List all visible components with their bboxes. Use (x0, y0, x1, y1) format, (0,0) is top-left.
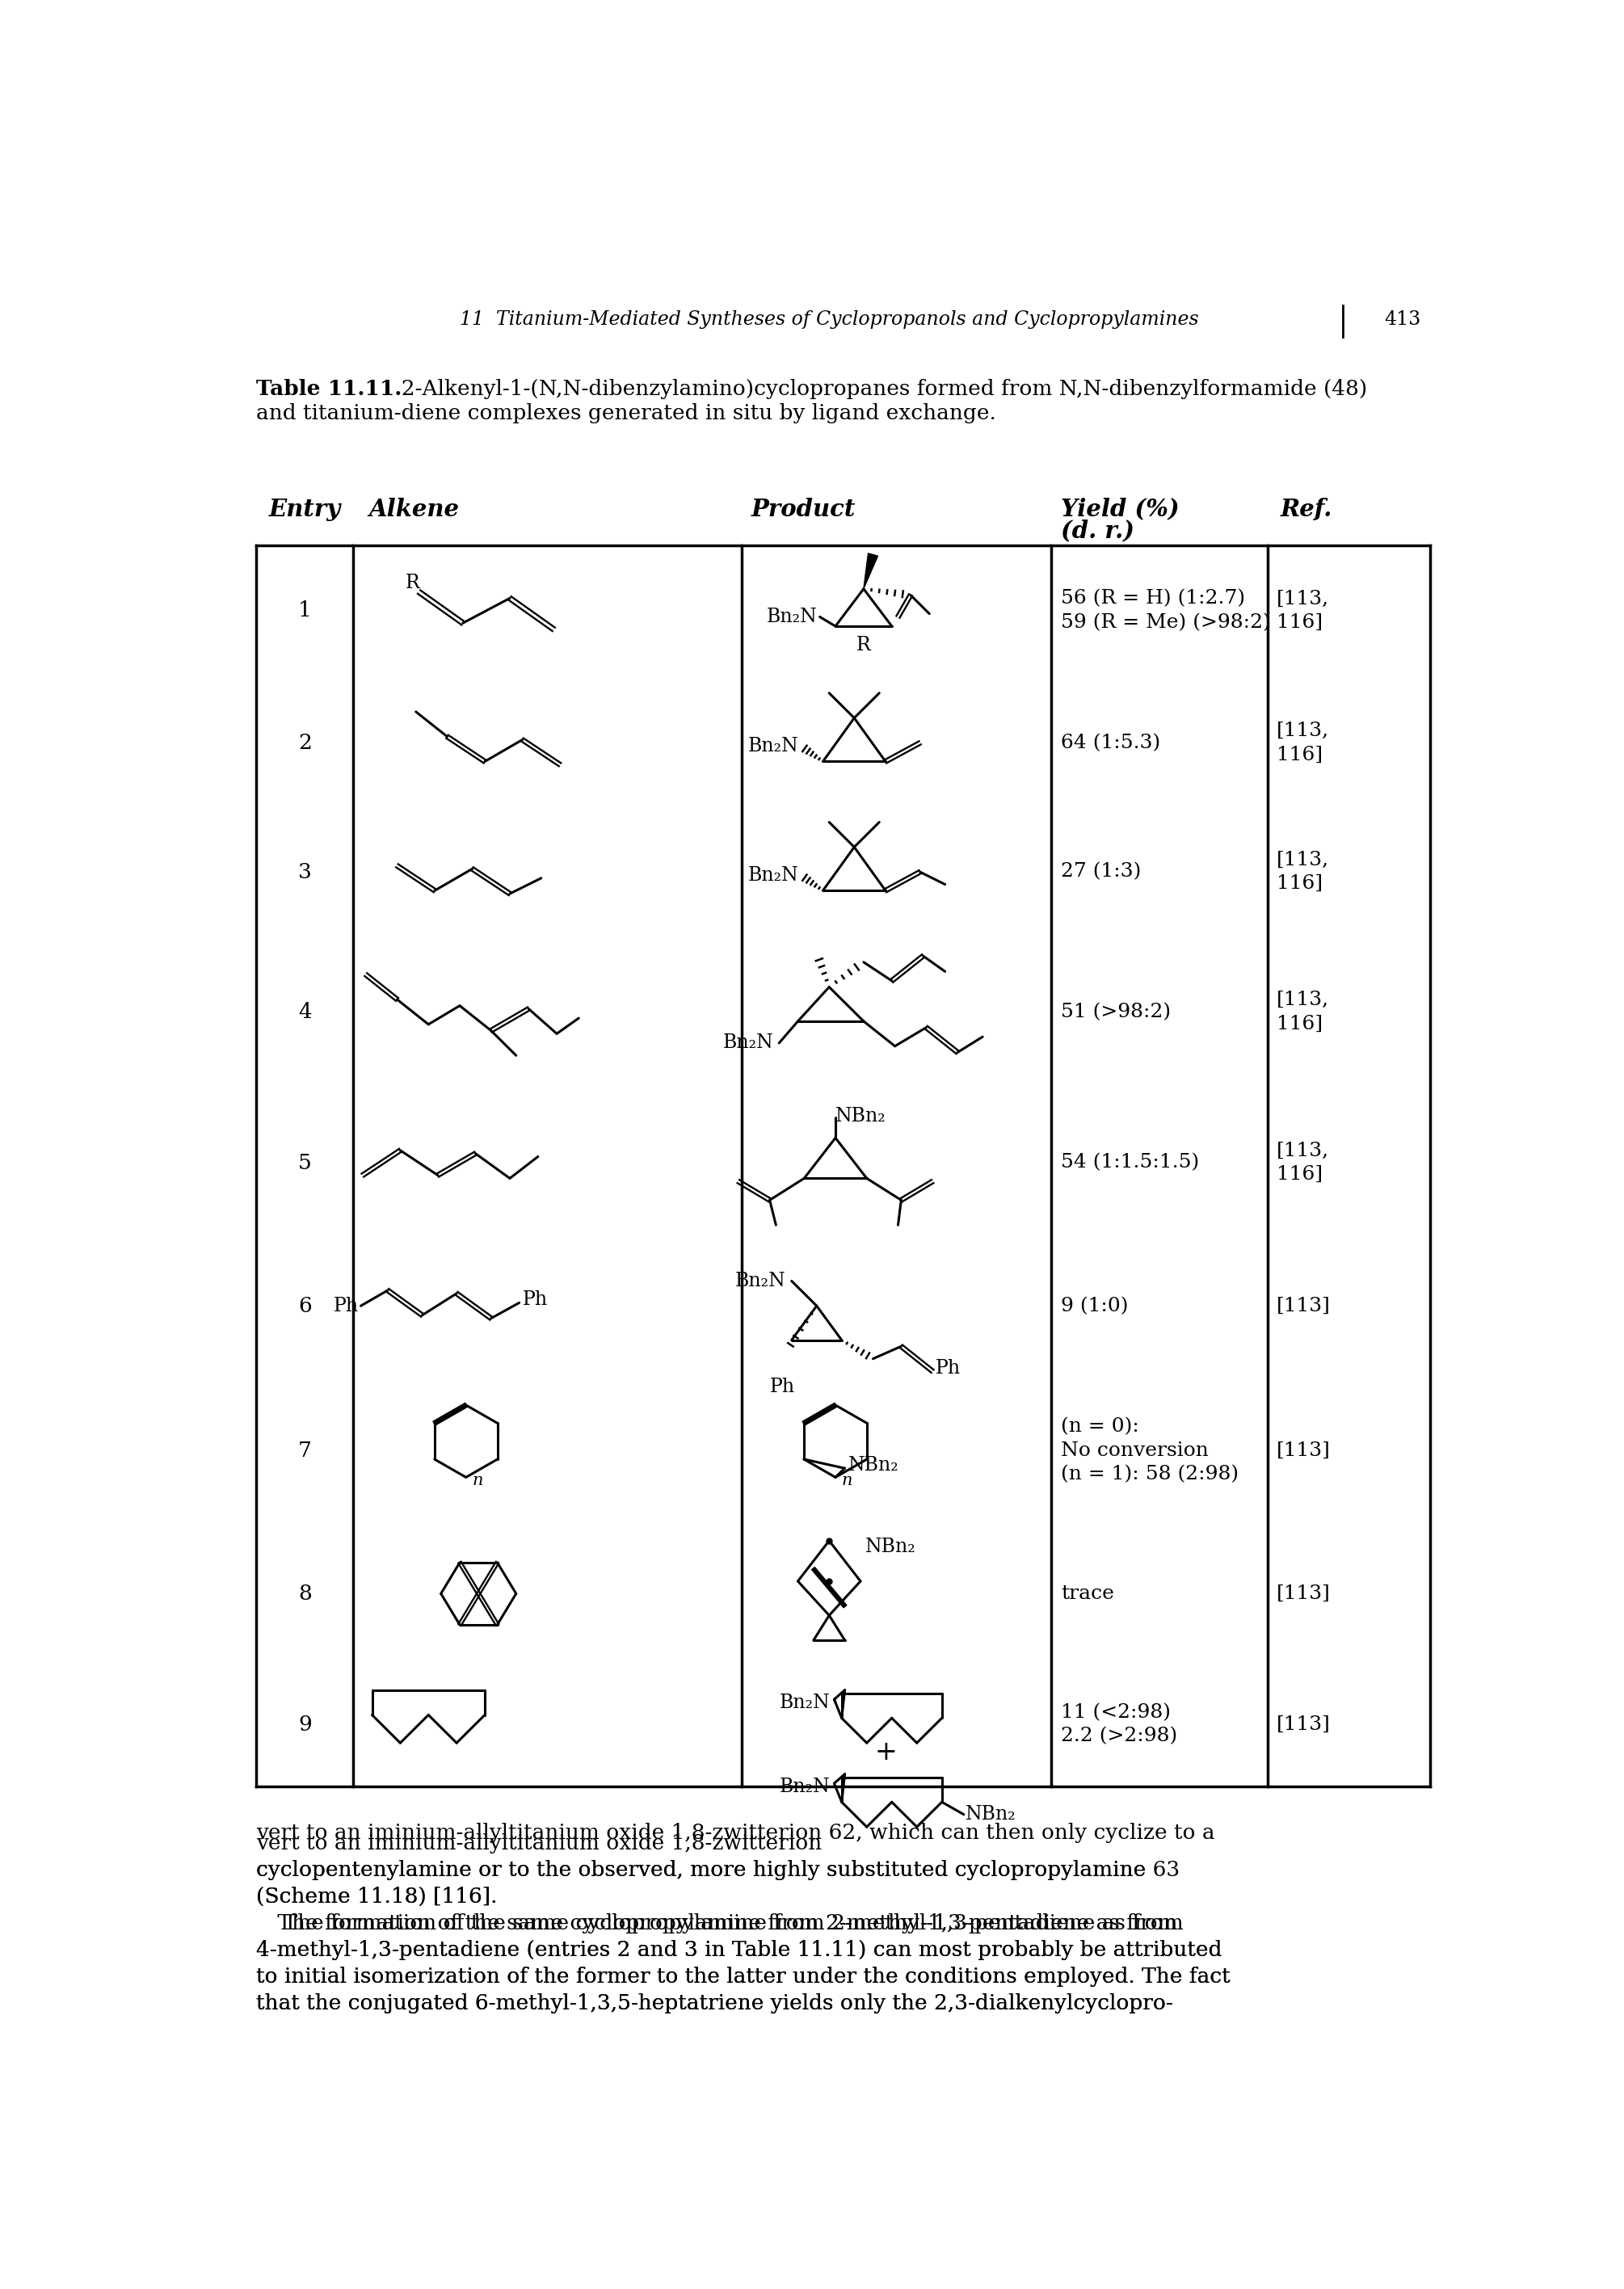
Text: 11  Titanium-Mediated Syntheses of Cyclopropanols and Cyclopropylamines: 11 Titanium-Mediated Syntheses of Cyclop… (460, 311, 1199, 330)
Text: (n = 0):: (n = 0): (1060, 1417, 1138, 1435)
Text: R: R (406, 572, 421, 593)
Text: [113]: [113] (1276, 1296, 1332, 1316)
Text: 59 (R = Me) (>98:2): 59 (R = Me) (>98:2) (1060, 613, 1270, 632)
Text: Bn₂N: Bn₂N (780, 1776, 830, 1797)
Text: Bn₂N: Bn₂N (780, 1694, 830, 1712)
Text: Table 11.11.: Table 11.11. (257, 380, 403, 398)
Text: Bn₂N: Bn₂N (747, 865, 799, 884)
Text: (Scheme 11.18) [116].: (Scheme 11.18) [116]. (257, 1886, 497, 1907)
Text: Bn₂N: Bn₂N (723, 1035, 773, 1053)
Text: that the conjugated 6-methyl-1,3,5-heptatriene yields only the 2,3-dialkenylcycl: that the conjugated 6-methyl-1,3,5-hepta… (257, 1994, 1173, 2014)
Text: [113,: [113, (1276, 721, 1330, 739)
Text: NBn₂: NBn₂ (848, 1456, 898, 1474)
Text: Yield (%): Yield (%) (1060, 497, 1179, 522)
Text: [113]: [113] (1276, 1442, 1332, 1460)
Text: 4: 4 (299, 1003, 312, 1021)
Text: No conversion: No conversion (1060, 1442, 1208, 1460)
Text: 8: 8 (299, 1584, 312, 1605)
Text: 3: 3 (299, 863, 312, 881)
Text: 116]: 116] (1276, 874, 1324, 893)
Text: Alkene: Alkene (369, 497, 460, 522)
Text: [113,: [113, (1276, 1142, 1330, 1161)
Text: 413: 413 (1384, 311, 1421, 330)
Text: 116]: 116] (1276, 746, 1324, 765)
Text: 4-methyl-1,3-pentadiene (entries 2 and 3 in Table 11.11) can most probably be at: 4-methyl-1,3-pentadiene (entries 2 and 3… (257, 1941, 1221, 1959)
Text: 9 (1:0): 9 (1:0) (1060, 1296, 1129, 1316)
Text: to initial isomerization of the former to the latter under the conditions employ: to initial isomerization of the former t… (257, 1966, 1231, 1987)
Text: R: R (856, 636, 870, 655)
Text: 1: 1 (299, 600, 312, 620)
Text: cyclopentenylamine or to the observed, more highly substituted cyclopropylamine: cyclopentenylamine or to the observed, m… (257, 1861, 1153, 1879)
Text: trace: trace (1060, 1584, 1114, 1602)
Text: 2-Alkenyl-1-(N,N-dibenzylamino)cyclopropanes formed from N,N-dibenzylformamide (: 2-Alkenyl-1-(N,N-dibenzylamino)cycloprop… (388, 380, 1367, 398)
Text: 2: 2 (299, 732, 312, 753)
Polygon shape (864, 554, 879, 588)
Text: vert to an iminium-allyltitanium oxide 1,8-zwitterion 62, which can then only cy: vert to an iminium-allyltitanium oxide 1… (257, 1822, 1215, 1843)
Text: 51 (>98:2): 51 (>98:2) (1060, 1003, 1171, 1021)
Text: vert to an iminium-allyltitanium oxide 1,8-zwitterion: vert to an iminium-allyltitanium oxide 1… (257, 1833, 828, 1854)
Text: 11 (<2:98): 11 (<2:98) (1060, 1703, 1171, 1721)
Text: Ph: Ph (333, 1296, 359, 1316)
Text: 27 (1:3): 27 (1:3) (1060, 863, 1142, 881)
Text: NBn₂: NBn₂ (835, 1108, 887, 1126)
Text: Ph: Ph (523, 1291, 547, 1309)
Text: 56 (R = H) (1:2.7): 56 (R = H) (1:2.7) (1060, 591, 1246, 609)
Text: Ph: Ph (770, 1378, 794, 1396)
Text: +: + (874, 1740, 896, 1765)
Text: 5: 5 (299, 1154, 312, 1172)
Text: The formation of the same cyclopropylamine from 2-methyl-1,3-pentadiene as from: The formation of the same cyclopropylami… (257, 1914, 1184, 1934)
Text: [113,: [113, (1276, 591, 1330, 609)
Text: [113]: [113] (1276, 1714, 1332, 1733)
Text: NBn₂: NBn₂ (966, 1806, 1017, 1824)
Text: that the conjugated 6-methyl-1,3,5-heptatriene yields only the 2,3-dialkenylcycl: that the conjugated 6-methyl-1,3,5-hepta… (257, 1994, 1173, 2014)
Text: [113]: [113] (1276, 1584, 1332, 1602)
Text: 64 (1:5.3): 64 (1:5.3) (1060, 732, 1161, 753)
Text: Ref.: Ref. (1280, 497, 1332, 522)
Text: cyclopentenylamine or to the observed, more highly substituted cyclopropylamine : cyclopentenylamine or to the observed, m… (257, 1861, 1181, 1879)
Text: 116]: 116] (1276, 1165, 1324, 1183)
Text: 116]: 116] (1276, 613, 1324, 632)
Text: 2.2 (>2:98): 2.2 (>2:98) (1060, 1726, 1177, 1747)
Text: Ph: Ph (935, 1360, 961, 1378)
Text: Product: Product (750, 497, 856, 522)
Text: (d. r.): (d. r.) (1060, 520, 1135, 542)
Text: n: n (473, 1472, 484, 1488)
Text: 54 (1:1.5:1.5): 54 (1:1.5:1.5) (1060, 1154, 1199, 1172)
Text: 4-methyl-1,3-pentadiene (entries 2 and 3 in Table 11.11) can most probably be at: 4-methyl-1,3-pentadiene (entries 2 and 3… (257, 1941, 1221, 1959)
Text: 6: 6 (299, 1296, 312, 1316)
Text: to initial isomerization of the former to the latter under the conditions employ: to initial isomerization of the former t… (257, 1966, 1231, 1987)
Text: [113,: [113, (1276, 991, 1330, 1009)
Text: 9: 9 (299, 1714, 312, 1735)
Text: (Scheme 11.18) [116].: (Scheme 11.18) [116]. (257, 1886, 497, 1907)
Text: Bn₂N: Bn₂N (736, 1273, 786, 1291)
Text: Entry: Entry (268, 497, 341, 522)
Text: [113,: [113, (1276, 852, 1330, 870)
Text: and titanium-diene complexes generated in situ by ligand exchange.: and titanium-diene complexes generated i… (257, 403, 996, 423)
Text: Bn₂N: Bn₂N (767, 607, 817, 627)
Text: (n = 1): 58 (2:98): (n = 1): 58 (2:98) (1060, 1465, 1239, 1483)
Text: Bn₂N: Bn₂N (747, 737, 799, 755)
Text: 116]: 116] (1276, 1014, 1324, 1032)
Text: NBn₂: NBn₂ (866, 1538, 916, 1557)
Text: n: n (841, 1472, 853, 1488)
Text: 7: 7 (299, 1440, 312, 1460)
Text: The formation of the same cyclopropylamine from 2-methyl-1,3-pentadiene as from: The formation of the same cyclopropylami… (257, 1914, 1177, 1934)
